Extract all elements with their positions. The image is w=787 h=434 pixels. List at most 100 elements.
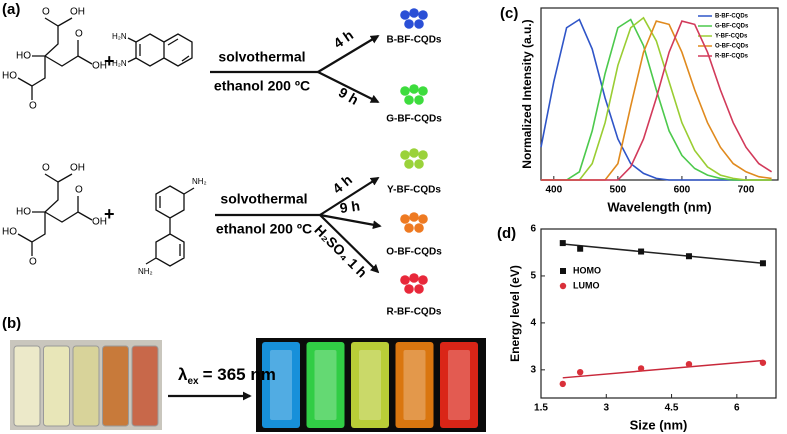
dot [418, 10, 428, 20]
panel-label: (a) [2, 1, 20, 18]
dot [409, 273, 419, 283]
vial-core [270, 350, 292, 420]
diaminonaphthalene: H₂N H₂N [112, 32, 193, 68]
atom-label: HO [2, 71, 17, 82]
point [559, 240, 566, 247]
dot [404, 159, 414, 169]
atom-label: OH [92, 217, 107, 228]
point [637, 365, 645, 372]
point [577, 245, 584, 252]
vial [13, 345, 41, 427]
dot [414, 159, 424, 169]
plot-frame [540, 228, 777, 399]
plus: + [104, 51, 115, 71]
atom-label: O [29, 257, 37, 268]
branch-condition: 9 h [339, 197, 361, 216]
atom-label: H₂N [112, 59, 127, 68]
atom-label: HO [2, 227, 17, 238]
legend-swatch [559, 282, 567, 290]
product: O-BF-CQDs [386, 247, 442, 258]
legend-label: HOMO [573, 265, 601, 275]
branch-condition: 4 h [330, 27, 356, 52]
dot [404, 95, 414, 105]
point [576, 368, 584, 376]
fit-line [562, 359, 764, 379]
arrow [317, 71, 380, 103]
plot-frame [540, 7, 779, 181]
legend-label: G-BF-CQDs [715, 24, 749, 30]
diaminonaphthalene: NH₂ NH₂ [138, 177, 207, 276]
dot [418, 214, 428, 224]
product: Y-BF-CQDs [387, 185, 441, 196]
atom-label: OH [70, 7, 85, 18]
atom-label: O [75, 185, 83, 196]
atom-label: O [75, 29, 83, 40]
legend-label: R-BF-CQDs [715, 54, 749, 60]
dot [409, 84, 419, 94]
condition: ethanol 200 ºC [214, 78, 310, 94]
x-tick-label: 1.5 [534, 403, 548, 414]
series-line [541, 18, 772, 181]
excitation-symbol: λ [178, 365, 188, 384]
arrow [317, 35, 380, 73]
vial-core [448, 350, 470, 420]
vial-glow [440, 342, 478, 428]
excitation-subscript: ex [187, 376, 199, 387]
x-tick-label: 500 [610, 185, 627, 196]
y-tick-label: 4 [530, 318, 536, 329]
product: G-BF-CQDs [386, 114, 442, 125]
condition: ethanol 200 ºC [216, 221, 312, 237]
x-tick-label: 4.5 [665, 403, 679, 414]
dot [400, 214, 410, 224]
dot [409, 8, 419, 18]
x-tick-label: 600 [674, 185, 691, 196]
y-tick-label: 6 [530, 224, 536, 235]
atom-label: NH₂ [192, 177, 207, 186]
dot-clusters [400, 8, 428, 294]
fit-line [562, 243, 764, 265]
vial [102, 345, 129, 427]
dot [414, 284, 424, 294]
point [685, 361, 693, 368]
series-line [541, 20, 773, 181]
condition: solvothermal [218, 49, 305, 65]
x-tick-label: 3 [603, 403, 609, 414]
branch-condition: H₂SO₄ 1 h [311, 222, 370, 281]
vial-core [314, 350, 337, 420]
product: B-BF-CQDs [387, 35, 442, 46]
dot [400, 86, 410, 96]
dot [418, 86, 428, 96]
dot [400, 10, 410, 20]
point [559, 380, 566, 388]
vial-photos [10, 338, 486, 432]
vial-glow [306, 342, 345, 428]
atom-label: O [29, 101, 37, 112]
dot [404, 223, 414, 233]
legend-label: O-BF-CQDs [715, 44, 749, 50]
atom-label: O [42, 7, 50, 18]
atom-label: H₂N [112, 32, 127, 41]
atom-label: OH [92, 61, 107, 72]
atom-label: NH₂ [138, 267, 153, 276]
dot [404, 19, 414, 29]
dot [404, 284, 414, 294]
panel-label: (c) [500, 5, 518, 22]
legend-label: Y-BF-CQDs [715, 34, 748, 40]
vial-core [403, 350, 426, 420]
atom-label: HO [16, 51, 31, 62]
legend-swatch [560, 268, 566, 274]
atom-label: OH [70, 163, 85, 174]
dot [418, 275, 428, 285]
dot [409, 212, 419, 222]
y-axis-title: Energy level (eV) [508, 265, 522, 362]
legend-label: LUMO [573, 280, 600, 290]
excitation-text: = 365 nm [203, 365, 276, 384]
arrow [319, 214, 380, 274]
point [638, 248, 645, 255]
dot [414, 223, 424, 233]
vial [131, 345, 159, 427]
vial [72, 345, 100, 427]
dot [409, 148, 419, 158]
branch-condition: 4 h [329, 171, 355, 196]
